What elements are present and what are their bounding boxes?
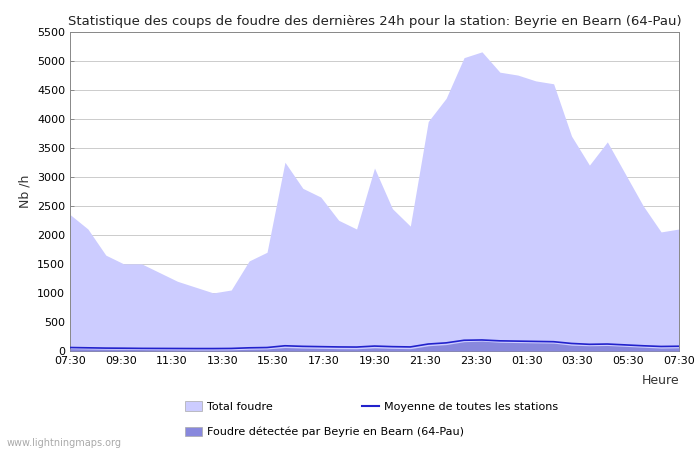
Text: Heure: Heure xyxy=(641,374,679,387)
Legend: Foudre détectée par Beyrie en Bearn (64-Pau): Foudre détectée par Beyrie en Bearn (64-… xyxy=(186,427,464,437)
Text: www.lightningmaps.org: www.lightningmaps.org xyxy=(7,438,122,448)
Title: Statistique des coups de foudre des dernières 24h pour la station: Beyrie en Bea: Statistique des coups de foudre des dern… xyxy=(68,14,681,27)
Y-axis label: Nb /h: Nb /h xyxy=(18,175,32,208)
